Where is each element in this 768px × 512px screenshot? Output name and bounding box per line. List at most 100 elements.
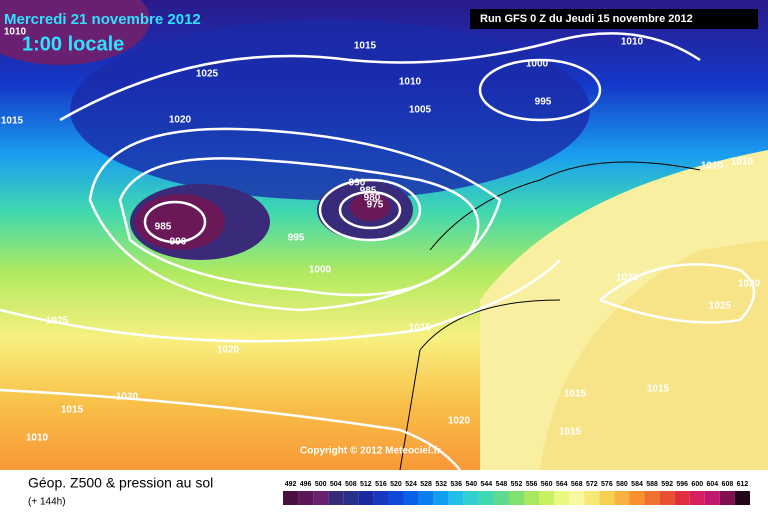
footer-title: Géop. Z500 & pression au sol (28, 475, 213, 491)
isobar-label: 1000 (309, 265, 332, 276)
isobar-label: 990 (349, 178, 366, 189)
isobar-label: 1015 (647, 384, 670, 395)
isobar-label: 1010 (731, 157, 754, 168)
scale-label: 596 (676, 481, 688, 488)
scale-cell (493, 491, 509, 505)
scale-cell (448, 491, 464, 505)
scale-label: 564 (556, 481, 568, 488)
scale-cell (418, 491, 434, 505)
scale-label: 512 (360, 481, 372, 488)
isobar-label: 1015 (564, 389, 587, 400)
time: 1:00 locale (22, 33, 124, 55)
isobar-label: 980 (364, 193, 381, 204)
scale-label: 612 (737, 481, 749, 488)
isobar-label: 1025 (46, 316, 69, 327)
scale-label: 584 (631, 481, 643, 488)
scale-label: 572 (586, 481, 598, 488)
scale-label: 536 (450, 481, 462, 488)
isobar-label: 1025 (709, 301, 732, 312)
scale-cell (478, 491, 494, 505)
copyright: Copyright © 2012 Meteociel.fr (300, 446, 441, 457)
scale-cell (734, 491, 750, 505)
scale-cell (674, 491, 690, 505)
scale-label: 560 (541, 481, 553, 488)
isobar-label: 985 (360, 186, 377, 197)
scale-cell (298, 491, 314, 505)
scale-cell (508, 491, 525, 505)
scale-label: 548 (496, 481, 508, 488)
scale-cell (403, 491, 419, 505)
scale-label: 528 (420, 481, 432, 488)
scale-cell (313, 491, 329, 505)
scale-cell (644, 491, 660, 505)
isobar-label: 1010 (4, 27, 27, 38)
scale-cell (659, 491, 675, 505)
scale-label: 504 (330, 481, 342, 488)
scale-cell (328, 491, 344, 505)
scale-cell (584, 491, 600, 505)
scale-label: 592 (661, 481, 673, 488)
scale-label: 544 (481, 481, 493, 488)
scale-cell (283, 491, 299, 505)
isobar-label: 1020 (116, 392, 139, 403)
map (0, 0, 768, 471)
isobar-label: 1020 (616, 273, 639, 284)
scale-cell (614, 491, 630, 505)
scale-label: 608 (722, 481, 734, 488)
isobar-label: 1015 (354, 41, 377, 52)
scale-label: 520 (390, 481, 402, 488)
scale-cell (704, 491, 720, 505)
date: Mercredi 21 novembre 2012 (4, 11, 201, 28)
isobar-label: 1005 (409, 105, 432, 116)
isobar-label: 1015 (61, 405, 84, 416)
isobar-label: 1010 (26, 433, 49, 444)
scale-label: 492 (285, 481, 297, 488)
run-box (470, 9, 758, 29)
scale-cell (373, 491, 389, 505)
scale-label: 532 (435, 481, 447, 488)
scale-cell (719, 491, 735, 505)
scale-label: 604 (706, 481, 718, 488)
scale-cell (524, 491, 540, 505)
isobar-label: 1015 (1, 116, 24, 127)
isobar-label: 1030 (738, 279, 761, 290)
scale-cell (343, 491, 359, 505)
isobar-label: 995 (288, 233, 305, 244)
isobar-label: 985 (155, 222, 172, 233)
isobar-label: 1020 (217, 345, 240, 356)
run-info: Run GFS 0 Z du Jeudi 15 novembre 2012 (480, 13, 693, 25)
scale-label: 496 (300, 481, 312, 488)
scale-cell (569, 491, 585, 505)
scale-label: 580 (616, 481, 628, 488)
footer-subtitle: (+ 144h) (28, 497, 66, 508)
scale-cell (599, 491, 615, 505)
isobar-label: 1020 (169, 115, 192, 126)
scale-cell (433, 491, 449, 505)
scale-label: 524 (405, 481, 417, 488)
isobar-label: 975 (367, 200, 384, 211)
isobar-label: 1025 (196, 69, 219, 80)
isobar-label: 1010 (621, 37, 644, 48)
isobar-label: 1015 (559, 427, 582, 438)
scale-cell (689, 491, 705, 505)
scale-label: 556 (526, 481, 538, 488)
scale-label: 508 (345, 481, 357, 488)
isobar-label: 1020 (448, 416, 471, 427)
scale-label: 516 (375, 481, 387, 488)
isobar-label: 995 (535, 97, 552, 108)
scale-cell (388, 491, 404, 505)
scale-label: 600 (691, 481, 703, 488)
scale-cell (463, 491, 479, 505)
isobar-label: 990 (170, 237, 187, 248)
scale-cell (539, 491, 555, 505)
scale-cell (554, 491, 570, 505)
scale-label: 500 (315, 481, 327, 488)
scale-label: 588 (646, 481, 658, 488)
isobar-label: 1010 (399, 77, 422, 88)
scale-label: 576 (601, 481, 613, 488)
scale-label: 552 (511, 481, 523, 488)
isobar-label: 1010 (701, 161, 724, 172)
scale-label: 540 (465, 481, 477, 488)
scale-cell (629, 491, 645, 505)
